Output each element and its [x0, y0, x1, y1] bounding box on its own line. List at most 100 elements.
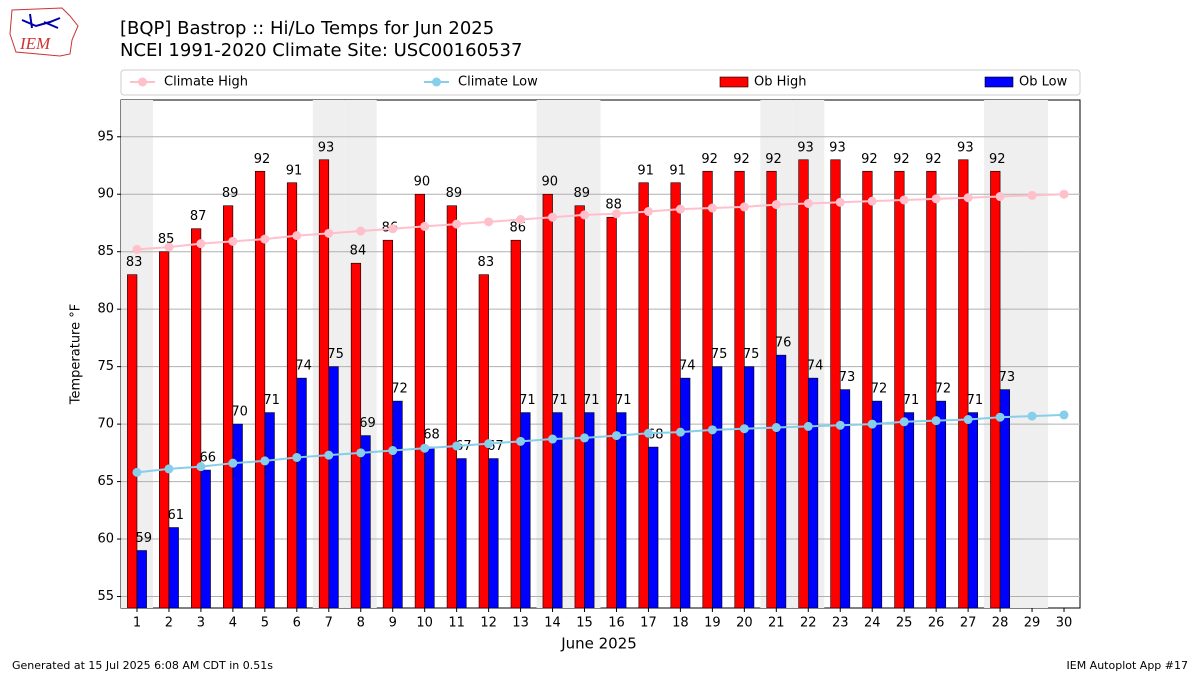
line-marker: [388, 446, 398, 456]
line-marker: [899, 195, 909, 205]
line-marker: [580, 210, 590, 220]
legend-swatch: [984, 76, 1014, 88]
x-tick-label: 27: [960, 616, 977, 631]
bar-value-label: 71: [903, 393, 920, 408]
x-tick-label: 14: [544, 616, 561, 631]
bar: [702, 170, 713, 609]
line-marker: [132, 244, 142, 254]
bar-value-label: 76: [775, 336, 792, 351]
line-marker: [164, 242, 174, 252]
x-tick-label: 1: [133, 616, 141, 631]
bar: [616, 412, 627, 609]
line-marker: [771, 200, 781, 210]
bar-value-label: 72: [391, 382, 408, 397]
line-marker: [420, 221, 430, 231]
bar-value-label: 90: [541, 175, 558, 190]
bar-value-label: 93: [829, 140, 846, 155]
bar: [871, 400, 883, 609]
bar: [648, 446, 659, 609]
bar: [584, 412, 595, 609]
bar: [903, 412, 915, 609]
x-tick-label: 23: [832, 616, 849, 631]
x-tick-label: 17: [640, 616, 657, 631]
bar-value-label: 75: [327, 347, 344, 362]
bar-value-label: 72: [935, 382, 952, 397]
bar: [191, 228, 202, 609]
bar-value-label: 68: [423, 428, 440, 443]
y-tick-label: 80: [97, 302, 114, 317]
legend-label: Climate High: [164, 75, 248, 90]
bar-value-label: 69: [359, 416, 376, 431]
bar-value-label: 88: [605, 198, 622, 213]
bar: [935, 400, 947, 609]
bar: [926, 170, 937, 609]
bar-value-label: 71: [519, 393, 536, 408]
footer-right: IEM Autoplot App #17: [1067, 659, 1189, 672]
bar-value-label: 89: [573, 186, 590, 201]
chart-title: [BQP] Bastrop :: Hi/Lo Temps for Jun 202…: [120, 18, 494, 39]
bar: [414, 193, 425, 609]
x-tick-label: 5: [261, 616, 269, 631]
line-marker: [1059, 189, 1069, 199]
legend-label: Climate Low: [458, 75, 538, 90]
bar: [222, 205, 234, 609]
bar-value-label: 73: [999, 370, 1016, 385]
line-marker: [643, 206, 653, 216]
x-tick-label: 21: [768, 616, 785, 631]
bar-value-label: 92: [701, 152, 718, 167]
bar-value-label: 70: [231, 405, 248, 420]
bar-value-label: 74: [807, 359, 824, 374]
x-tick-label: 2: [165, 616, 173, 631]
legend-swatch: [432, 77, 441, 87]
x-tick-label: 28: [992, 616, 1009, 631]
line-marker: [484, 217, 494, 227]
bar-value-label: 71: [615, 393, 632, 408]
bar: [807, 377, 819, 609]
bar-value-label: 75: [711, 347, 728, 362]
bar-value-label: 71: [263, 393, 280, 408]
bar: [392, 400, 403, 609]
line-marker: [292, 231, 302, 241]
bar: [424, 446, 435, 609]
line: [136, 413, 1065, 474]
bar-value-label: 91: [286, 163, 303, 178]
bar: [168, 527, 179, 609]
bar-value-label: 74: [295, 359, 312, 374]
x-tick-label: 9: [389, 616, 397, 631]
x-tick-label: 6: [293, 616, 301, 631]
line-marker: [196, 462, 206, 472]
bar-value-label: 87: [190, 209, 207, 224]
bar: [862, 170, 873, 609]
bar-value-label: 71: [551, 393, 568, 408]
line-marker: [867, 196, 877, 206]
x-tick-label: 11: [448, 616, 465, 631]
bar: [446, 205, 457, 609]
line-marker: [707, 203, 717, 213]
x-tick-label: 3: [197, 616, 205, 631]
bar-value-label: 72: [871, 382, 888, 397]
line-marker: [516, 215, 526, 225]
bar-value-label: 92: [254, 152, 271, 167]
line-marker: [707, 425, 717, 435]
bar: [360, 435, 371, 609]
bar-value-label: 73: [839, 370, 856, 385]
line-marker: [675, 204, 685, 214]
x-tick-label: 15: [576, 616, 593, 631]
x-tick-label: 19: [704, 616, 721, 631]
line-marker: [611, 431, 621, 441]
line-marker: [611, 209, 621, 219]
line-marker: [675, 427, 685, 437]
x-tick-label: 22: [800, 616, 817, 631]
bar-value-label: 75: [743, 347, 760, 362]
logo-text: IEM: [19, 34, 51, 53]
line-marker: [867, 419, 877, 429]
line: [136, 193, 1065, 251]
bar: [488, 458, 499, 609]
bar-value-label: 93: [957, 140, 974, 155]
line-marker: [995, 412, 1005, 422]
y-tick-label: 85: [97, 244, 114, 259]
bar: [328, 366, 339, 609]
bar-value-label: 93: [318, 140, 335, 155]
bar-value-label: 91: [669, 163, 686, 178]
